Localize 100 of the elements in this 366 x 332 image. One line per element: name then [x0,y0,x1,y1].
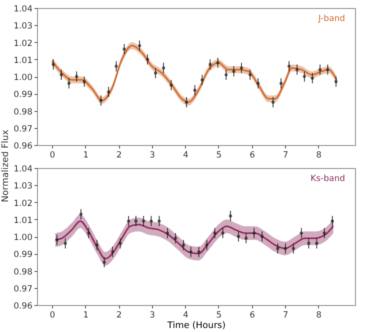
point [95,243,99,247]
y-tick-label: 1.02 [14,198,32,209]
x-tick-label: 7 [282,150,288,160]
point [182,243,186,247]
point [330,220,334,223]
point [138,44,142,48]
y-tick-label: 1.04 [14,164,32,174]
x-axis-title: Time (Hours) [166,321,226,331]
point [193,88,196,92]
point [213,231,216,235]
y-tick-label: 0.96 [14,302,32,312]
point [111,250,114,254]
point [166,231,170,235]
x-tick-label: 8 [316,150,322,160]
point [224,73,228,76]
point [150,220,153,223]
point [87,231,90,235]
line-series [54,220,334,260]
x-tick-label: 4 [182,150,188,160]
y-tick-label: 0.99 [14,250,32,260]
point [302,74,306,78]
point [55,238,59,242]
point [216,61,220,64]
point [154,71,158,75]
point [221,231,224,235]
y-tick-label: 1.03 [14,182,32,192]
point [99,98,103,102]
point [208,62,212,66]
point [107,90,110,94]
point [315,242,318,245]
y-axis-title: Normalized Flux [1,130,11,202]
point [142,220,146,223]
point [284,246,287,250]
point [67,82,71,85]
point [118,242,122,245]
x-tick-label: 1 [83,150,88,160]
y-tick-label: 0.98 [14,107,32,118]
point [318,68,322,72]
point [134,220,138,223]
x-tick-label: 3 [150,150,156,160]
point [232,70,236,73]
y-tick-label: 0.96 [14,142,32,152]
x-tick-label: 2 [116,150,122,160]
x-tick-label: 6 [250,150,255,160]
point [200,78,204,82]
point [158,220,161,223]
point [146,58,150,61]
point [79,212,83,216]
point [197,250,200,254]
point [334,80,338,84]
y-tick-label: 1.04 [14,4,32,14]
point [126,220,130,223]
x-tick-label: 6 [250,310,255,320]
point [162,66,166,70]
point [287,64,291,68]
point [307,242,310,245]
point [184,100,188,104]
point [256,82,260,85]
y-tick-label: 1.00 [14,233,32,243]
point [300,231,303,235]
y-tick-label: 1.02 [14,38,32,49]
point [248,73,252,76]
point [236,234,240,238]
x-tick-label: 0 [50,150,56,160]
point [292,246,295,250]
x-tick-label: 1 [83,310,88,320]
point [60,73,63,76]
point [322,231,326,235]
text: Ks-band [310,174,345,184]
point [102,260,106,264]
x-tick-label: 5 [216,310,222,320]
point [326,68,330,72]
x-tick-label: 3 [150,310,156,320]
point [189,250,192,254]
point [240,66,244,70]
point [276,246,280,250]
point [228,214,232,218]
y-tick-label: 0.97 [14,284,32,294]
point [205,243,208,247]
x-tick-label: 5 [216,150,222,160]
point [75,74,78,78]
x-tick-label: 8 [316,310,322,320]
point [170,83,173,87]
point [52,62,55,66]
y-tick-label: 1.01 [14,56,32,66]
x-tick-label: 2 [116,310,122,320]
point [244,236,248,240]
point [279,82,283,85]
point [310,76,314,80]
text: J-band [317,14,345,24]
x-tick-label: 4 [182,310,188,320]
y-tick-label: 1.00 [14,73,32,83]
point [174,236,178,240]
point [295,68,299,72]
point [64,242,67,245]
point [114,64,118,68]
y-tick-label: 1.01 [14,216,32,226]
point [260,234,264,238]
x-tick-label: 0 [50,310,56,320]
y-tick-label: 0.98 [14,267,32,278]
